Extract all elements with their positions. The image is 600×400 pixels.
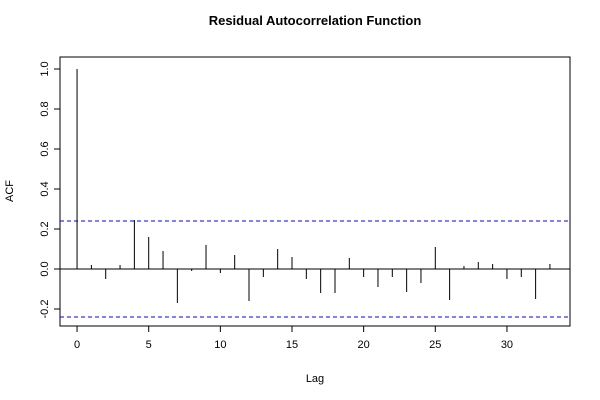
x-tick-label: 30 [501, 339, 513, 351]
x-axis-label: Lag [306, 373, 324, 385]
x-tick-label: 25 [429, 339, 441, 351]
x-tick-label: 20 [358, 339, 370, 351]
y-tick-label: 1.0 [39, 61, 51, 76]
chart-title: Residual Autocorrelation Function [209, 13, 422, 28]
y-tick-label: 0.6 [39, 141, 51, 156]
x-tick-label: 5 [146, 339, 152, 351]
y-tick-label: 0.4 [39, 181, 51, 196]
y-tick-label: -0.2 [39, 300, 51, 319]
y-tick-label: 0.8 [39, 101, 51, 116]
plot-frame [59, 56, 571, 327]
y-tick-label: 0.0 [39, 261, 51, 276]
y-tick-label: 0.2 [39, 221, 51, 236]
x-tick-label: 10 [214, 339, 226, 351]
x-tick-label: 15 [286, 339, 298, 351]
x-tick-label: 0 [74, 339, 80, 351]
y-axis-label: ACF [4, 180, 16, 202]
